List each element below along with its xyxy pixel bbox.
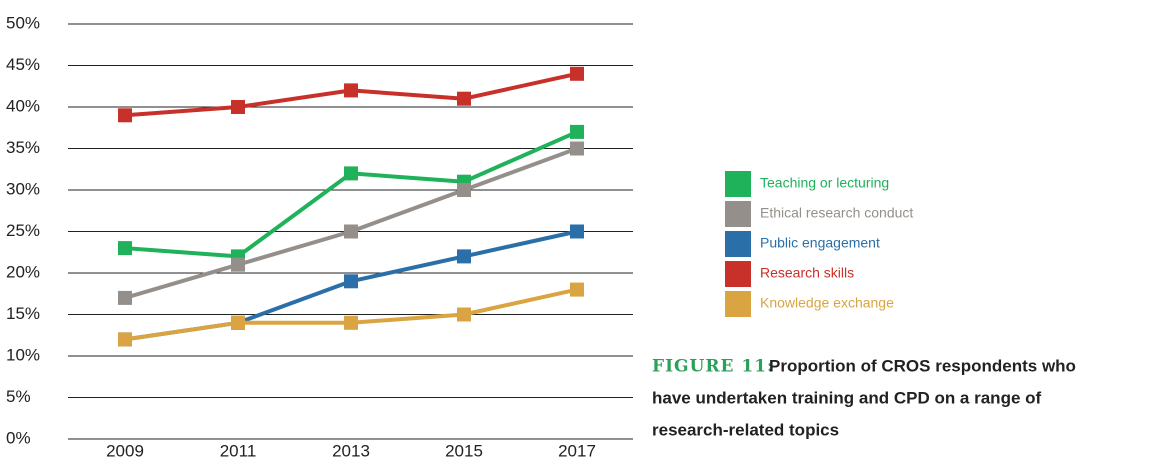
data-point (231, 315, 245, 330)
caption-line: have undertaken training and CPD on a ra… (652, 388, 1042, 407)
legend-label: Teaching or lecturing (760, 175, 889, 191)
x-tick-label: 2015 (445, 441, 483, 459)
data-point (118, 241, 132, 256)
y-tick-label: 0% (6, 428, 31, 447)
data-point (231, 100, 245, 114)
x-tick-label: 2011 (220, 441, 257, 459)
data-point (570, 141, 584, 156)
legend-swatch (725, 231, 751, 257)
data-point (344, 274, 358, 289)
y-tick-label: 20% (6, 262, 40, 281)
y-tick-label: 45% (6, 55, 40, 74)
data-point (457, 91, 471, 106)
data-point (231, 257, 245, 272)
y-tick-label: 15% (6, 304, 40, 323)
data-point (118, 332, 132, 347)
x-tick-label: 2017 (558, 441, 596, 459)
legend-label: Public engagement (760, 235, 880, 251)
y-tick-label: 30% (6, 179, 40, 198)
data-point (570, 224, 584, 239)
legend-swatch (725, 291, 751, 317)
caption-line: Proportion of CROS respondents who (769, 356, 1076, 375)
data-point (344, 83, 358, 98)
y-tick-label: 40% (6, 96, 40, 115)
y-tick-label: 35% (6, 138, 40, 157)
figure-label: FIGURE 11: (652, 357, 774, 377)
legend-label: Research skills (760, 265, 854, 281)
x-tick-label: 2013 (332, 441, 370, 459)
data-point (118, 108, 132, 123)
legend-swatch (725, 201, 751, 227)
data-point (344, 315, 358, 330)
data-point (457, 307, 471, 322)
data-point (457, 183, 471, 197)
legend-swatch (725, 261, 751, 287)
y-tick-label: 5% (6, 387, 31, 406)
data-point (344, 224, 358, 239)
data-point (570, 282, 584, 297)
caption-line: research-related topics (652, 420, 839, 439)
x-tick-label: 2009 (106, 441, 144, 459)
y-tick-label: 25% (6, 221, 40, 240)
data-point (457, 249, 471, 264)
data-point (118, 290, 132, 305)
legend-label: Ethical research conduct (760, 205, 913, 221)
y-tick-label: 10% (6, 345, 40, 364)
data-point (570, 124, 584, 139)
legend-label: Knowledge exchange (760, 295, 894, 311)
legend-swatch (725, 171, 751, 197)
y-tick-label: 50% (6, 13, 40, 32)
data-point (344, 166, 358, 181)
data-point (570, 66, 584, 81)
